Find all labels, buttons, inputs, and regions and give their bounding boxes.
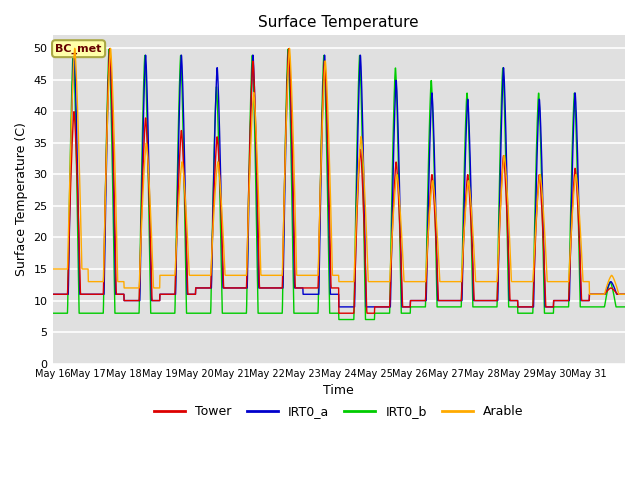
Arable <box>544 279 552 285</box>
Line: Arable: Arable <box>52 48 625 294</box>
IRT0_b <box>49 311 56 316</box>
IRT0_a <box>544 304 552 310</box>
Arable <box>614 286 621 292</box>
Arable <box>586 291 593 297</box>
Tower <box>335 311 343 316</box>
Tower <box>49 291 56 297</box>
Legend: Tower, IRT0_a, IRT0_b, Arable: Tower, IRT0_a, IRT0_b, Arable <box>149 400 529 423</box>
Y-axis label: Surface Temperature (C): Surface Temperature (C) <box>15 122 28 276</box>
Tower <box>229 285 237 291</box>
IRT0_a <box>229 285 237 291</box>
Arable <box>230 273 237 278</box>
X-axis label: Time: Time <box>323 384 354 397</box>
Tower <box>512 298 520 303</box>
IRT0_b <box>106 64 114 70</box>
Tower <box>374 304 381 310</box>
IRT0_a <box>106 46 113 52</box>
Line: IRT0_a: IRT0_a <box>52 49 625 307</box>
Tower <box>621 291 629 297</box>
Text: BC_met: BC_met <box>56 44 102 54</box>
Arable <box>511 279 519 285</box>
IRT0_a <box>621 291 629 297</box>
IRT0_a <box>285 46 292 52</box>
IRT0_a <box>374 304 381 310</box>
IRT0_b <box>512 304 520 310</box>
Tower <box>106 46 113 51</box>
IRT0_b <box>335 317 343 323</box>
IRT0_a <box>49 291 56 297</box>
IRT0_b <box>374 311 381 316</box>
Line: Tower: Tower <box>52 48 625 313</box>
IRT0_b <box>621 304 629 310</box>
Arable <box>106 52 114 58</box>
IRT0_a <box>512 298 520 303</box>
Arable <box>49 266 56 272</box>
Title: Surface Temperature: Surface Temperature <box>259 15 419 30</box>
Tower <box>285 46 292 51</box>
Tower <box>614 291 621 297</box>
Arable <box>621 291 629 297</box>
IRT0_b <box>544 311 552 316</box>
Line: IRT0_b: IRT0_b <box>52 49 625 320</box>
IRT0_b <box>70 46 77 52</box>
Tower <box>544 304 552 310</box>
IRT0_b <box>230 311 237 316</box>
Arable <box>374 279 381 285</box>
Arable <box>71 46 79 51</box>
IRT0_b <box>614 304 621 310</box>
IRT0_a <box>614 291 621 297</box>
IRT0_a <box>335 304 343 310</box>
